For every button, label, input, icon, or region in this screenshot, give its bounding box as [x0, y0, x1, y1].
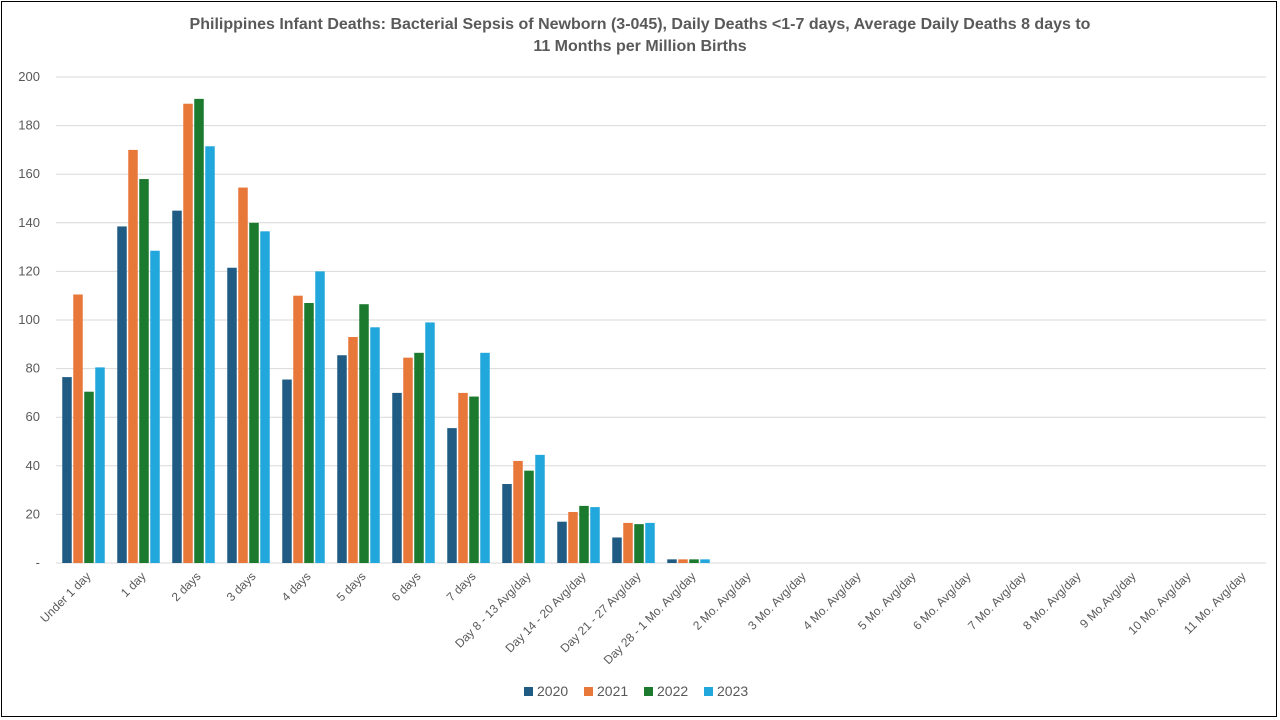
bar-2023	[480, 352, 490, 563]
x-tick-label: 3 days	[224, 569, 259, 604]
y-tick-label: 80	[26, 361, 40, 376]
bar-2022	[84, 391, 94, 563]
legend-label-2021: 2021	[597, 683, 628, 699]
legend-swatch-2020	[524, 687, 533, 696]
bar-2023	[205, 146, 215, 563]
bar-2021	[348, 337, 358, 563]
bar-2023	[370, 327, 380, 563]
bar-2023	[260, 231, 270, 563]
y-tick-label: -	[36, 555, 40, 570]
bar-2023	[645, 522, 655, 563]
y-tick-label: 180	[18, 118, 40, 133]
bar-2021	[73, 294, 83, 563]
chart-title-line2: 11 Months per Million Births	[533, 38, 747, 55]
x-tick-label: 8 Mo. Avg/day	[1020, 569, 1084, 633]
bar-2021	[678, 559, 688, 563]
bar-2021	[568, 511, 578, 563]
bar-2021	[403, 357, 413, 563]
bar-2022	[194, 98, 204, 564]
bar-2021	[183, 103, 193, 563]
bar-2021	[623, 522, 633, 563]
bar-2020	[227, 267, 237, 563]
y-tick-label: 160	[18, 166, 40, 181]
bar-2022	[524, 470, 534, 563]
legend-swatch-2022	[644, 687, 653, 696]
bars	[62, 98, 710, 564]
bar-2021	[238, 187, 248, 563]
y-tick-label: 100	[18, 312, 40, 327]
bar-2020	[392, 392, 402, 563]
y-axis-ticks: - 20 40 60 80 100 120 140 160 180 200	[18, 69, 40, 570]
x-tick-label: 9 Mo.Avg/day	[1077, 569, 1139, 631]
legend-swatch-2023	[704, 687, 713, 696]
x-tick-label: 1 day	[118, 569, 149, 600]
bar-2022	[689, 559, 699, 563]
legend-label-2023: 2023	[717, 683, 748, 699]
x-tick-label: 4 days	[279, 569, 314, 604]
y-tick-label: 60	[26, 409, 40, 424]
bar-2020	[612, 537, 622, 563]
x-tick-label: 2 days	[169, 569, 204, 604]
y-tick-label: 40	[26, 458, 40, 473]
bar-2022	[469, 396, 479, 563]
x-tick-label: 7 days	[444, 569, 479, 604]
legend: 2020 2021 2022 2023	[524, 683, 748, 699]
bar-2023	[700, 559, 710, 563]
bar-2023	[425, 322, 435, 563]
bar-2021	[128, 149, 138, 563]
x-tick-label: 5 days	[334, 569, 369, 604]
chart-title-line1: Philippines Infant Deaths: Bacterial Sep…	[189, 16, 1091, 33]
x-tick-label: Day 28 - 1 Mo. Avg/day	[601, 569, 699, 667]
y-tick-label: 140	[18, 215, 40, 230]
bar-2020	[557, 521, 567, 563]
x-tick-label: 6 days	[389, 569, 424, 604]
bar-2021	[293, 295, 303, 563]
bar-2023	[535, 454, 545, 563]
chart-title: Philippines Infant Deaths: Bacterial Sep…	[0, 14, 1280, 58]
x-axis-ticks: Under 1 day 1 day 2 days 3 days 4 days 5 days…	[37, 569, 1248, 667]
bar-2020	[172, 210, 182, 563]
x-tick-label: Under 1 day	[37, 569, 93, 625]
bar-2023	[590, 507, 600, 563]
bar-2022	[579, 505, 589, 563]
y-tick-label: 120	[18, 263, 40, 278]
gridlines	[56, 76, 1266, 564]
bar-2020	[667, 559, 677, 563]
legend-label-2020: 2020	[537, 683, 568, 699]
y-tick-label: 20	[26, 506, 40, 521]
bar-2020	[502, 484, 512, 563]
bar-2022	[414, 352, 424, 563]
bar-2023	[315, 271, 325, 563]
bar-2020	[117, 226, 127, 563]
bar-2021	[513, 460, 523, 563]
bar-2023	[150, 250, 160, 563]
bar-2022	[359, 304, 369, 563]
bar-2021	[458, 392, 468, 563]
bar-2020	[447, 428, 457, 563]
bar-2023	[95, 367, 105, 563]
legend-swatch-2021	[584, 687, 593, 696]
bar-2020	[337, 355, 347, 563]
bar-2020	[282, 379, 292, 563]
bar-2022	[304, 302, 314, 563]
y-tick-label: 200	[18, 69, 40, 84]
bar-2020	[62, 377, 72, 563]
legend-label-2022: 2022	[657, 683, 688, 699]
bar-2022	[249, 222, 259, 564]
bar-2022	[634, 524, 644, 563]
bar-2022	[139, 179, 149, 563]
